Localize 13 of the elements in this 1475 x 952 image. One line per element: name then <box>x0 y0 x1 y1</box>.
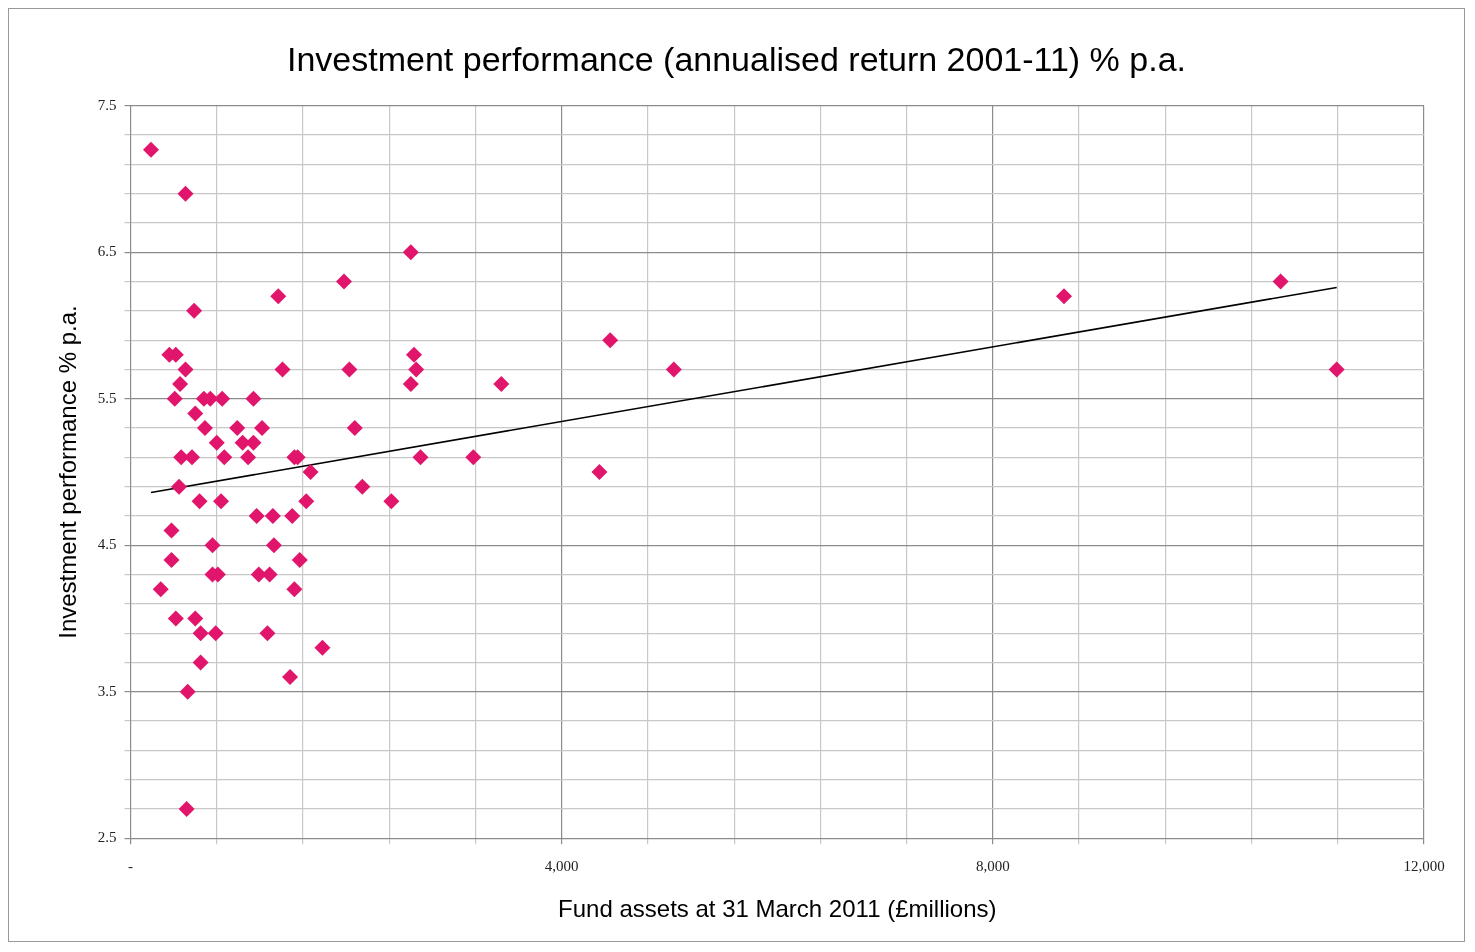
x-tick-label: 8,000 <box>975 858 1010 875</box>
y-tick-label: 6.5 <box>97 243 117 260</box>
x-tick-label: - <box>128 858 134 875</box>
x-tick-label: 12,000 <box>1403 858 1445 875</box>
chart-title: Investment performance (annualised return 2001-11) % p.a. <box>287 39 1186 78</box>
x-tick-label: 4,000 <box>544 858 579 875</box>
y-tick-label: 5.5 <box>97 389 117 406</box>
x-axis-title: Fund assets at 31 March 2011 (£millions) <box>558 895 997 923</box>
y-tick-label: 2.5 <box>97 829 117 846</box>
y-axis-title: Investment performance % p.a. <box>54 305 82 639</box>
y-tick-label: 4.5 <box>97 536 117 553</box>
y-tick-label: 7.5 <box>97 96 117 113</box>
y-tick-label: 3.5 <box>97 682 117 699</box>
